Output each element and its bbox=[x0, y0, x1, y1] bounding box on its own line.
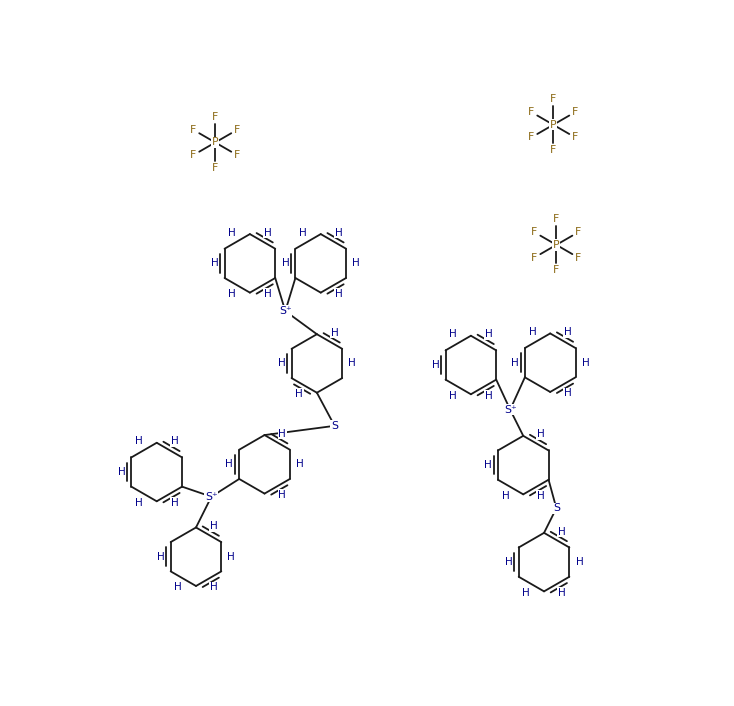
Text: H: H bbox=[484, 330, 493, 340]
Text: S: S bbox=[553, 503, 560, 513]
Text: F: F bbox=[573, 107, 578, 117]
Text: H: H bbox=[558, 587, 566, 598]
Text: H: H bbox=[335, 289, 342, 299]
Text: F: F bbox=[575, 253, 581, 263]
Text: S: S bbox=[331, 421, 338, 431]
Text: H: H bbox=[278, 429, 286, 438]
Text: F: F bbox=[234, 150, 240, 160]
Text: H: H bbox=[528, 327, 537, 337]
Text: F: F bbox=[573, 133, 578, 143]
Text: H: H bbox=[117, 467, 126, 477]
Text: H: H bbox=[502, 491, 509, 501]
Text: H: H bbox=[228, 551, 235, 562]
Text: F: F bbox=[212, 163, 219, 173]
Text: F: F bbox=[190, 150, 197, 160]
Text: S⁺: S⁺ bbox=[504, 405, 517, 414]
Text: H: H bbox=[135, 498, 143, 508]
Text: H: H bbox=[505, 557, 512, 567]
Text: H: H bbox=[564, 388, 572, 398]
Text: H: H bbox=[352, 258, 360, 268]
Text: H: H bbox=[264, 228, 272, 238]
Text: F: F bbox=[531, 253, 537, 263]
Text: H: H bbox=[484, 390, 493, 400]
Text: H: H bbox=[277, 359, 286, 369]
Text: F: F bbox=[212, 112, 219, 122]
Text: P: P bbox=[550, 120, 556, 130]
Text: H: H bbox=[296, 460, 304, 469]
Text: H: H bbox=[225, 460, 233, 469]
Text: H: H bbox=[175, 582, 182, 592]
Text: H: H bbox=[523, 587, 530, 598]
Text: H: H bbox=[484, 460, 492, 470]
Text: S⁺: S⁺ bbox=[279, 306, 291, 316]
Text: F: F bbox=[528, 133, 534, 143]
Text: H: H bbox=[581, 358, 589, 368]
Text: H: H bbox=[537, 491, 545, 501]
Text: F: F bbox=[553, 265, 559, 275]
Text: H: H bbox=[264, 289, 272, 299]
Text: H: H bbox=[282, 258, 289, 268]
Text: H: H bbox=[575, 557, 584, 567]
Text: F: F bbox=[550, 95, 556, 104]
Text: H: H bbox=[331, 328, 338, 338]
Text: H: H bbox=[449, 390, 457, 400]
Text: P: P bbox=[553, 240, 559, 250]
Text: H: H bbox=[558, 527, 566, 537]
Text: H: H bbox=[295, 389, 303, 399]
Text: H: H bbox=[211, 258, 219, 268]
Text: H: H bbox=[299, 228, 307, 238]
Text: H: H bbox=[511, 358, 519, 368]
Text: H: H bbox=[157, 551, 164, 562]
Text: H: H bbox=[210, 582, 217, 592]
Text: F: F bbox=[190, 125, 197, 135]
Text: H: H bbox=[449, 330, 457, 340]
Text: F: F bbox=[531, 227, 537, 237]
Text: F: F bbox=[550, 145, 556, 155]
Text: H: H bbox=[564, 327, 572, 337]
Text: H: H bbox=[432, 360, 440, 370]
Text: F: F bbox=[575, 227, 581, 237]
Text: H: H bbox=[537, 429, 545, 440]
Text: S⁺: S⁺ bbox=[205, 491, 218, 502]
Text: F: F bbox=[234, 125, 240, 135]
Text: H: H bbox=[228, 289, 236, 299]
Text: H: H bbox=[335, 228, 342, 238]
Text: H: H bbox=[135, 436, 143, 446]
Text: H: H bbox=[170, 436, 178, 446]
Text: H: H bbox=[228, 228, 236, 238]
Text: H: H bbox=[349, 359, 356, 369]
Text: F: F bbox=[553, 215, 559, 225]
Text: H: H bbox=[170, 498, 178, 508]
Text: P: P bbox=[212, 138, 219, 148]
Text: F: F bbox=[528, 107, 534, 117]
Text: H: H bbox=[210, 521, 217, 531]
Text: H: H bbox=[278, 490, 286, 500]
